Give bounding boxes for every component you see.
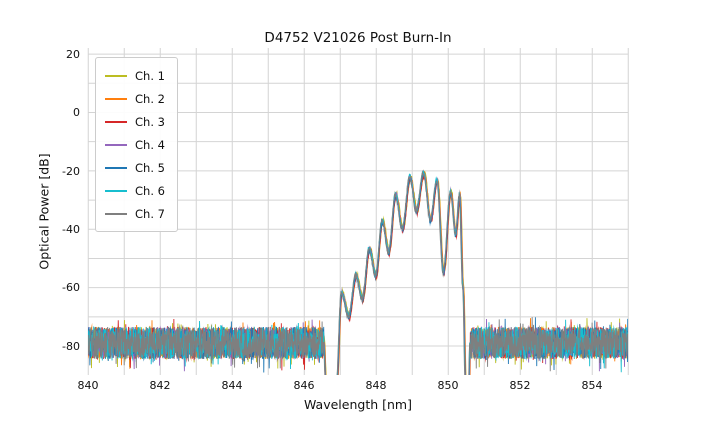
legend-item: Ch. 4: [105, 133, 165, 156]
legend-item: Ch. 1: [105, 64, 165, 87]
legend-label: Ch. 3: [135, 114, 165, 129]
legend-label: Ch. 6: [135, 183, 165, 198]
legend-label: Ch. 7: [135, 206, 165, 221]
legend-item: Ch. 7: [105, 202, 165, 225]
x-tick-label: 852: [509, 379, 531, 392]
legend-line-swatch: [105, 97, 127, 100]
legend-label: Ch. 4: [135, 137, 165, 152]
x-tick-label: 854: [581, 379, 603, 392]
y-tick-label: -20: [62, 164, 80, 178]
y-tick-label: -40: [62, 223, 80, 237]
legend-line-swatch: [105, 189, 127, 192]
x-tick-label: 842: [149, 379, 171, 392]
legend-line-swatch: [105, 74, 127, 77]
legend-item: Ch. 2: [105, 87, 165, 110]
legend-line-swatch: [105, 212, 127, 215]
legend-item: Ch. 5: [105, 156, 165, 179]
y-tick-label: 0: [73, 106, 80, 120]
chart-title: D4752 V21026 Post Burn-In: [264, 30, 452, 46]
legend: Ch. 1 Ch. 2 Ch. 3 Ch. 4 Ch. 5 Ch. 6 Ch. 7: [95, 57, 178, 232]
legend-label: Ch. 1: [135, 68, 165, 83]
y-tick-label: -60: [62, 281, 80, 295]
x-axis-label: Wavelength [nm]: [304, 397, 412, 412]
x-tick-label: 844: [221, 379, 243, 392]
x-tick-label: 848: [365, 379, 387, 392]
x-tick-label: 850: [437, 379, 459, 392]
y-tick-label: -80: [62, 339, 80, 353]
legend-line-swatch: [105, 166, 127, 169]
legend-label: Ch. 2: [135, 91, 165, 106]
legend-item: Ch. 6: [105, 179, 165, 202]
legend-label: Ch. 5: [135, 160, 165, 175]
x-tick-label: 840: [77, 379, 99, 392]
legend-line-swatch: [105, 143, 127, 146]
legend-item: Ch. 3: [105, 110, 165, 133]
y-tick-label: 20: [66, 47, 80, 61]
legend-line-swatch: [105, 120, 127, 123]
x-tick-label: 846: [293, 379, 315, 392]
